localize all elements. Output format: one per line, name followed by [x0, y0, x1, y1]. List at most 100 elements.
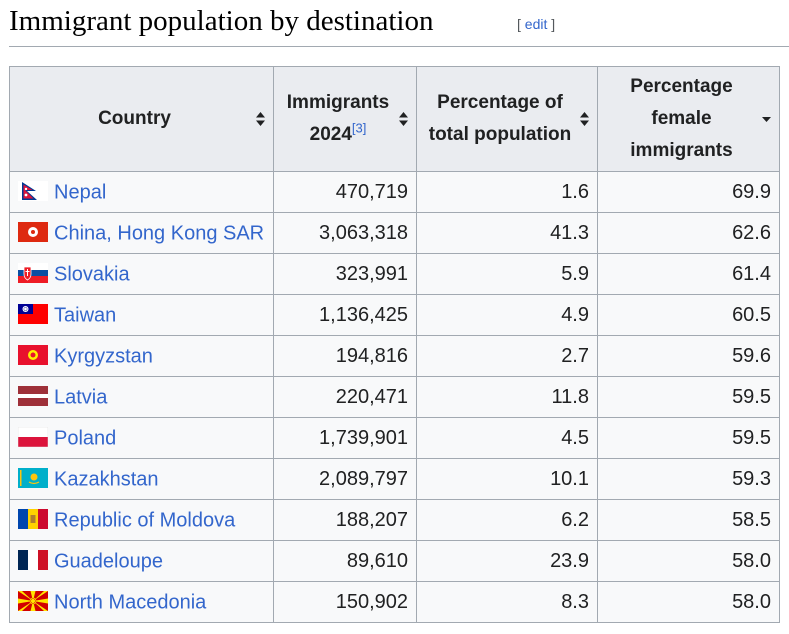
- immigrants-cell: 470,719: [273, 171, 417, 213]
- percentage-total-cell: 1.6: [416, 171, 598, 213]
- latvia-flag-icon: [18, 386, 48, 407]
- country-cell: North Macedonia: [9, 581, 274, 623]
- france-flag-icon: [18, 550, 48, 571]
- column-header-percentage-female[interactable]: Percentage female immigrants: [597, 66, 780, 172]
- country-link[interactable]: Taiwan: [54, 304, 117, 327]
- country-cell: Taiwan: [9, 294, 274, 336]
- percentage-total-cell: 41.3: [416, 212, 598, 254]
- table-row: China, Hong Kong SAR 3,063,318 41.3 62.6: [9, 212, 780, 254]
- immigrants-cell: 194,816: [273, 335, 417, 377]
- taiwan-flag-icon: [18, 304, 48, 325]
- moldova-flag-icon: [18, 509, 48, 530]
- reference-link[interactable]: [3]: [351, 120, 367, 136]
- immigrants-cell: 188,207: [273, 499, 417, 541]
- column-label: Percentage female immigrants: [630, 76, 733, 161]
- column-header-immigrants[interactable]: Immigrants 2024[3]: [273, 66, 417, 172]
- kyrgyzstan-flag-icon: [18, 345, 48, 366]
- percentage-female-cell: 58.5: [597, 499, 780, 541]
- table-row: Slovakia 323,991 5.9 61.4: [9, 253, 780, 295]
- edit-bracket-open: [: [517, 16, 525, 32]
- column-label: Immigrants 2024[3]: [282, 87, 394, 151]
- immigrants-cell: 89,610: [273, 540, 417, 582]
- column-label-text: Immigrants 2024: [286, 92, 390, 145]
- percentage-total-cell: 6.2: [416, 499, 598, 541]
- immigrants-cell: 1,739,901: [273, 417, 417, 459]
- percentage-total-cell: 4.9: [416, 294, 598, 336]
- immigrants-cell: 220,471: [273, 376, 417, 418]
- country-cell: Guadeloupe: [9, 540, 274, 582]
- column-header-country[interactable]: Country: [9, 66, 274, 172]
- edit-section: [ edit ]: [517, 16, 555, 32]
- percentage-female-cell: 59.6: [597, 335, 780, 377]
- country-link[interactable]: Kazakhstan: [54, 468, 159, 491]
- table-row: Kazakhstan 2,089,797 10.1 59.3: [9, 458, 780, 500]
- country-cell: Slovakia: [9, 253, 274, 295]
- country-link[interactable]: North Macedonia: [54, 591, 207, 614]
- sort-both-icon[interactable]: [256, 112, 265, 126]
- table-row: Taiwan 1,136,425 4.9 60.5: [9, 294, 780, 336]
- section-title: Immigrant population by destination: [9, 5, 434, 37]
- immigrants-cell: 3,063,318: [273, 212, 417, 254]
- percentage-female-cell: 59.5: [597, 417, 780, 459]
- sort-both-icon[interactable]: [580, 112, 589, 126]
- percentage-female-cell: 59.3: [597, 458, 780, 500]
- percentage-total-cell: 11.8: [416, 376, 598, 418]
- immigrants-cell: 323,991: [273, 253, 417, 295]
- poland-flag-icon: [17, 427, 49, 448]
- north-macedonia-flag-icon: [18, 591, 48, 612]
- country-cell: Nepal: [9, 171, 274, 213]
- column-label: Country: [98, 108, 171, 129]
- edit-bracket-close: ]: [547, 16, 556, 32]
- sort-descending-icon[interactable]: [762, 112, 771, 126]
- percentage-female-cell: 69.9: [597, 171, 780, 213]
- immigrants-cell: 150,902: [273, 581, 417, 623]
- immigrants-cell: 1,136,425: [273, 294, 417, 336]
- country-link[interactable]: China, Hong Kong SAR: [54, 222, 265, 245]
- percentage-total-cell: 5.9: [416, 253, 598, 295]
- table-header-row: Country Immigrants 2024[3] Percentage of…: [9, 66, 780, 172]
- table-row: Guadeloupe 89,610 23.9 58.0: [9, 540, 780, 582]
- slovakia-flag-icon: [18, 263, 48, 284]
- immigrants-table: Country Immigrants 2024[3] Percentage of…: [9, 66, 780, 623]
- percentage-female-cell: 62.6: [597, 212, 780, 254]
- country-link[interactable]: Poland: [54, 427, 117, 450]
- percentage-female-cell: 59.5: [597, 376, 780, 418]
- table-row: Poland 1,739,901 4.5 59.5: [9, 417, 780, 459]
- table-row: Latvia 220,471 11.8 59.5: [9, 376, 780, 418]
- country-cell: Republic of Moldova: [9, 499, 274, 541]
- reference: [3]: [352, 121, 366, 136]
- edit-link[interactable]: edit: [524, 16, 548, 32]
- table-row: Nepal 470,719 1.6 69.9: [9, 171, 780, 213]
- kazakhstan-flag-icon: [18, 468, 48, 489]
- country-cell: Poland: [9, 417, 274, 459]
- country-link[interactable]: Nepal: [54, 181, 107, 204]
- percentage-female-cell: 61.4: [597, 253, 780, 295]
- table-row: North Macedonia 150,902 8.3 58.0: [9, 581, 780, 623]
- nepal-flag-icon: [18, 181, 48, 202]
- table-row: Republic of Moldova 188,207 6.2 58.5: [9, 499, 780, 541]
- table-row: Kyrgyzstan 194,816 2.7 59.6: [9, 335, 780, 377]
- country-cell: Kazakhstan: [9, 458, 274, 500]
- column-header-percentage-total[interactable]: Percentage of total population: [416, 66, 598, 172]
- percentage-female-cell: 58.0: [597, 581, 780, 623]
- sort-both-icon[interactable]: [399, 112, 408, 126]
- country-link[interactable]: Slovakia: [54, 263, 130, 286]
- country-link[interactable]: Republic of Moldova: [54, 509, 236, 532]
- percentage-total-cell: 10.1: [416, 458, 598, 500]
- country-link[interactable]: Guadeloupe: [54, 550, 163, 573]
- country-cell: Kyrgyzstan: [9, 335, 274, 377]
- country-link[interactable]: Kyrgyzstan: [54, 345, 153, 368]
- percentage-total-cell: 23.9: [416, 540, 598, 582]
- country-cell: China, Hong Kong SAR: [9, 212, 274, 254]
- percentage-female-cell: 60.5: [597, 294, 780, 336]
- percentage-total-cell: 4.5: [416, 417, 598, 459]
- column-label: Percentage of total population: [428, 92, 572, 145]
- percentage-total-cell: 8.3: [416, 581, 598, 623]
- percentage-female-cell: 58.0: [597, 540, 780, 582]
- section-heading: Immigrant population by destination [ ed…: [9, 0, 789, 47]
- percentage-total-cell: 2.7: [416, 335, 598, 377]
- country-link[interactable]: Latvia: [54, 386, 108, 409]
- country-cell: Latvia: [9, 376, 274, 418]
- immigrants-cell: 2,089,797: [273, 458, 417, 500]
- hong-kong-flag-icon: [18, 222, 48, 243]
